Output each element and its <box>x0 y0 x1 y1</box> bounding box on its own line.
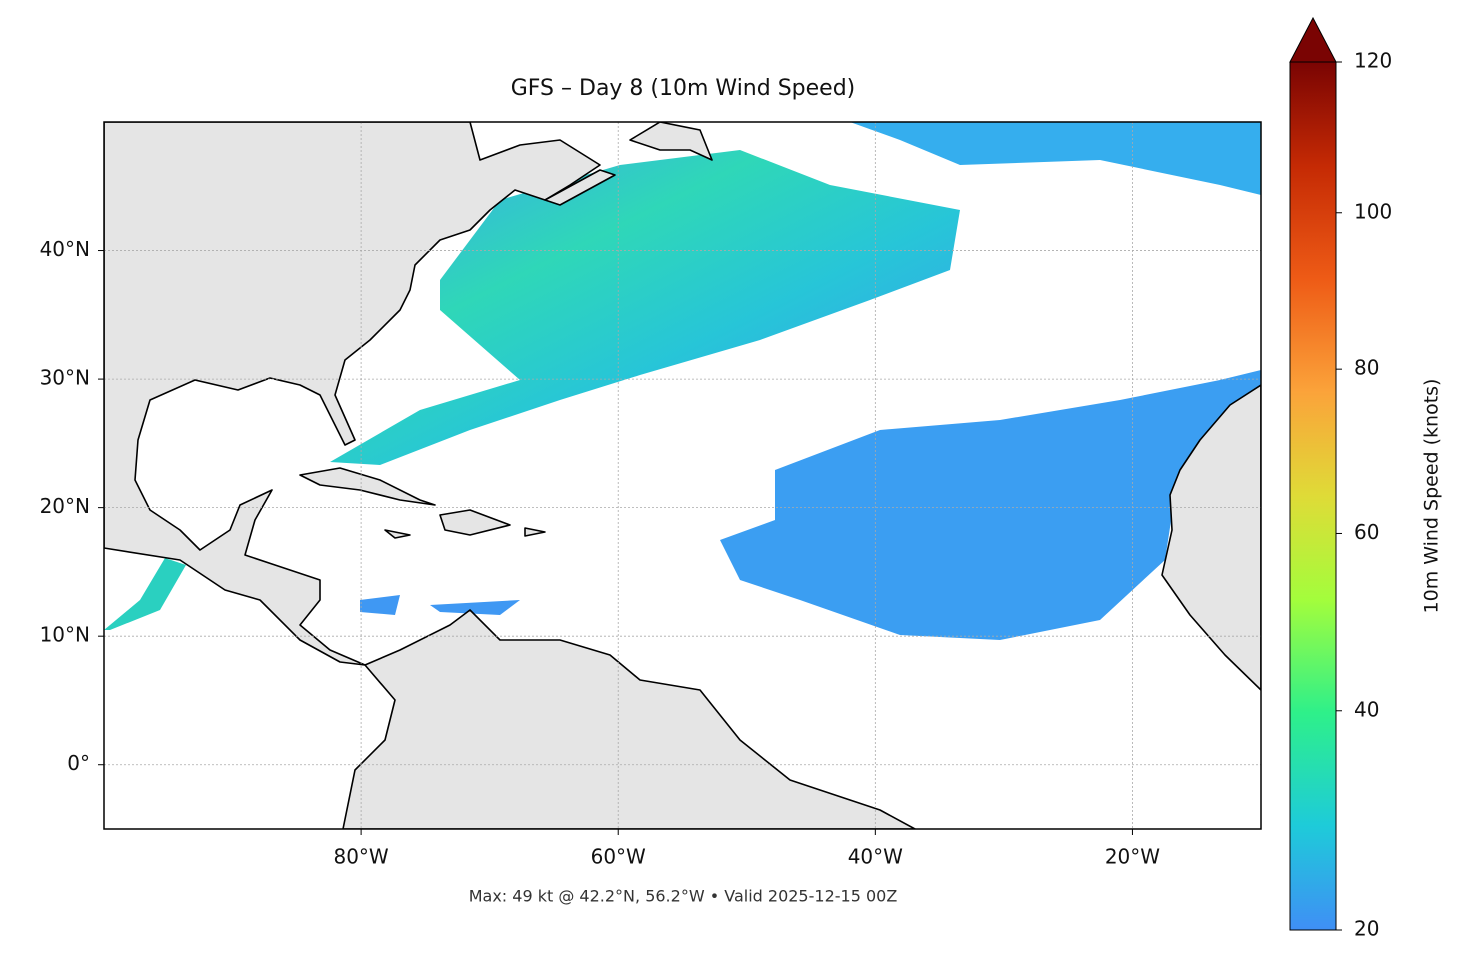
colorbar-tick-label: 80 <box>1354 356 1379 380</box>
y-tick-label: 20°N <box>40 494 90 518</box>
map-frame <box>103 121 1262 830</box>
x-tick-label: 40°W <box>848 845 903 869</box>
colorbar-tick-label: 120 <box>1354 49 1392 73</box>
wind-field <box>104 122 1261 640</box>
colorbar-tick-label: 100 <box>1354 199 1392 223</box>
y-tick-label: 40°N <box>40 237 90 261</box>
colorbar-extend <box>1289 16 1337 63</box>
y-tick-label: 10°N <box>40 623 90 647</box>
y-tick-label: 0° <box>67 751 90 775</box>
land <box>104 122 1261 829</box>
y-tick-label: 30°N <box>40 366 90 390</box>
x-tick-label: 20°W <box>1105 845 1160 869</box>
colorbar-label: 10m Wind Speed (knots) <box>1421 379 1443 614</box>
colorbar-tick-label: 20 <box>1354 917 1379 941</box>
map-title: GFS – Day 8 (10m Wind Speed) <box>511 76 856 101</box>
map <box>104 122 1261 829</box>
colorbar-tick-label: 60 <box>1354 520 1379 544</box>
colorbar-tick-label: 40 <box>1354 697 1379 721</box>
x-tick-label: 60°W <box>591 845 646 869</box>
colorbar <box>1289 61 1337 931</box>
caption: Max: 49 kt @ 42.2°N, 56.2°W • Valid 2025… <box>469 887 898 906</box>
x-tick-label: 80°W <box>333 845 388 869</box>
